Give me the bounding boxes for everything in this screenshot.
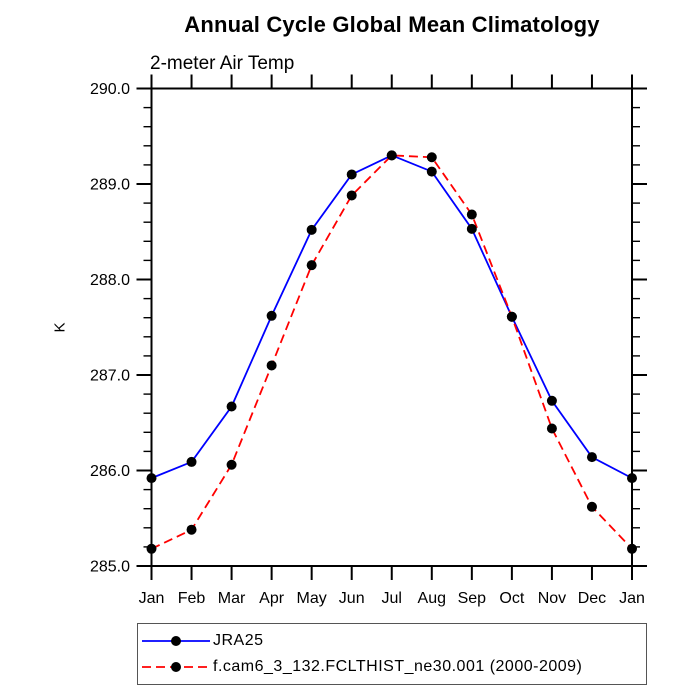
y-tick-label: 287.0 (90, 368, 130, 385)
y-tick-label: 290.0 (90, 81, 130, 98)
data-point-marker-series-0 (586, 452, 597, 463)
y-tick-label: 286.0 (90, 463, 130, 480)
data-point-marker-series-1 (226, 459, 237, 470)
x-tick-label: Feb (178, 590, 206, 607)
legend-marker (171, 662, 181, 672)
data-point-marker-series-0 (146, 473, 157, 484)
data-point-marker-series-1 (266, 360, 277, 371)
data-point-marker-series-1 (506, 311, 517, 322)
legend-marker (171, 636, 181, 646)
data-point-marker-series-0 (266, 310, 277, 321)
y-tick-label: 289.0 (90, 177, 130, 194)
series-line-0 (151, 154, 633, 479)
data-point-marker-series-0 (226, 401, 237, 412)
x-tick-label: Nov (538, 590, 566, 607)
data-point-marker-series-1 (346, 190, 357, 201)
data-point-marker-series-1 (386, 150, 397, 161)
data-point-marker-series-0 (306, 224, 317, 235)
x-tick-label: Sep (458, 590, 487, 607)
chart-subtitle: 2-meter Air Temp (150, 53, 295, 74)
x-tick-label: Mar (218, 590, 246, 607)
x-tick-label: Jul (382, 590, 402, 607)
x-tick-label: May (297, 590, 327, 607)
data-point-marker-series-0 (346, 169, 357, 180)
x-tick-label: Dec (578, 590, 606, 607)
data-point-marker-series-1 (186, 524, 197, 535)
legend-box: JRA25 f.cam6_3_132.FCLTHIST_ne30.001 (20… (137, 623, 647, 685)
legend-item: JRA25 (138, 632, 646, 650)
x-tick-label: Apr (259, 590, 285, 607)
data-point-marker-series-1 (146, 543, 157, 554)
data-point-marker-series-0 (186, 456, 197, 467)
data-point-marker-series-0 (426, 166, 437, 177)
x-tick-label: Jan (619, 590, 645, 607)
data-point-marker-series-1 (586, 501, 597, 512)
x-tick-label: Jun (339, 590, 365, 607)
chart-title: Annual Cycle Global Mean Climatology (184, 12, 600, 37)
y-tick-label: 288.0 (90, 272, 130, 289)
data-point-marker-series-1 (627, 543, 637, 554)
y-tick-label: 285.0 (90, 559, 130, 576)
legend-item: f.cam6_3_132.FCLTHIST_ne30.001 (2000-200… (138, 658, 646, 676)
x-tick-label: Oct (499, 590, 524, 607)
legend-line-sample (142, 636, 210, 646)
data-point-marker-series-0 (627, 473, 637, 484)
legend-label: JRA25 (213, 632, 264, 649)
plot-svg: 285.0 286.0 287.0 288.0 289.0 290.0 Jan Feb Mar A… (90, 74, 647, 607)
legend-line-sample (142, 662, 210, 672)
x-tick-label: Aug (418, 590, 446, 607)
data-point-marker-series-1 (546, 423, 557, 434)
series-line-1 (151, 154, 633, 550)
data-point-marker-series-1 (466, 209, 477, 220)
data-point-marker-series-1 (426, 152, 437, 163)
legend-label: f.cam6_3_132.FCLTHIST_ne30.001 (2000-200… (213, 658, 583, 675)
x-tick-label: Jan (139, 590, 165, 607)
data-point-marker-series-0 (466, 223, 477, 234)
data-point-marker-series-0 (546, 395, 557, 406)
data-point-marker-series-1 (306, 260, 317, 271)
